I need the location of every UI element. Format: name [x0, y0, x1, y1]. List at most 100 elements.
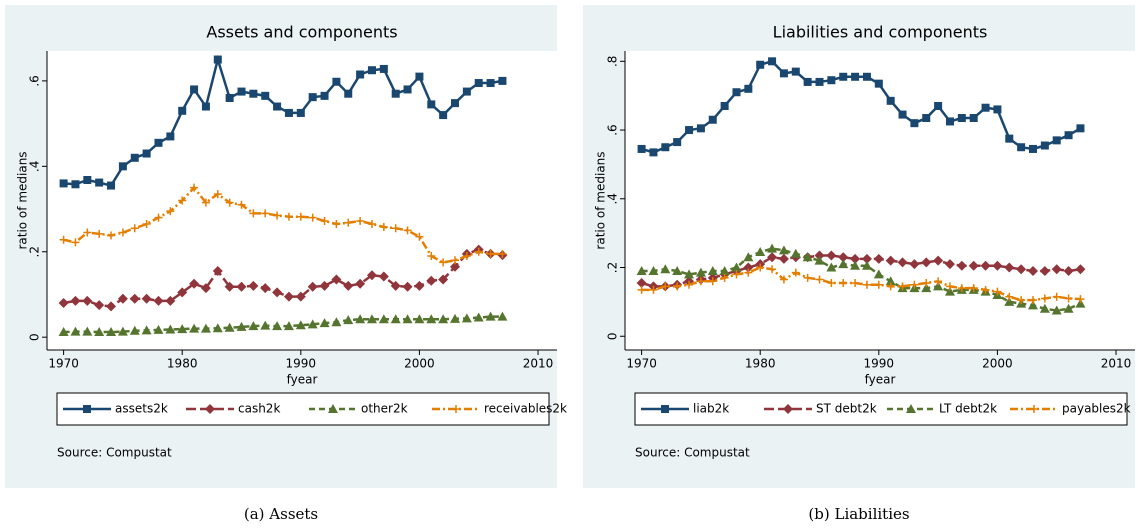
data-point — [957, 114, 966, 123]
data-point — [439, 111, 448, 120]
data-point — [755, 247, 766, 257]
data-point — [827, 76, 836, 85]
data-point — [451, 256, 459, 265]
data-point — [142, 219, 151, 228]
data-point — [485, 311, 496, 321]
data-point — [308, 213, 317, 222]
data-point — [391, 224, 400, 233]
data-point — [826, 262, 837, 272]
legend-marker — [205, 404, 215, 414]
data-point — [922, 278, 931, 287]
data-point — [1028, 300, 1038, 310]
data-point — [497, 311, 508, 321]
data-point — [249, 89, 258, 98]
data-point — [83, 175, 92, 184]
y-tick-label: 0 — [606, 332, 620, 340]
data-point — [474, 79, 483, 88]
data-point — [320, 217, 329, 226]
data-point — [224, 322, 235, 332]
data-point — [249, 209, 258, 218]
data-point — [768, 57, 777, 66]
data-point — [933, 255, 944, 266]
legend-marker — [906, 404, 916, 413]
data-point — [1051, 264, 1062, 275]
data-point — [273, 211, 282, 220]
data-point — [885, 255, 896, 266]
data-point — [861, 253, 872, 264]
data-point — [473, 312, 484, 322]
data-point — [189, 323, 200, 333]
data-point — [426, 275, 437, 286]
data-point — [367, 219, 376, 228]
x-tick-label: 1970 — [48, 357, 79, 371]
data-point — [283, 291, 294, 302]
data-point — [814, 250, 825, 261]
data-point — [934, 101, 943, 110]
data-point — [1052, 292, 1061, 301]
data-point — [260, 283, 271, 294]
data-point — [261, 91, 270, 100]
data-point — [636, 277, 647, 288]
legend-label: cash2k — [238, 402, 280, 416]
y-tick-label: .6 — [606, 124, 620, 135]
data-point — [106, 301, 117, 312]
data-point — [661, 282, 670, 291]
y-tick-label: .2 — [606, 262, 620, 273]
data-point — [129, 325, 140, 335]
data-point — [307, 281, 318, 292]
data-point — [474, 247, 483, 256]
data-point — [83, 228, 92, 237]
data-point — [355, 314, 366, 324]
data-point — [839, 278, 848, 287]
data-point — [874, 280, 883, 289]
data-point — [1076, 295, 1085, 304]
data-point — [212, 265, 223, 276]
data-point — [296, 108, 305, 117]
y-tick-label: .2 — [28, 246, 42, 257]
data-point — [366, 314, 377, 324]
data-point — [850, 253, 861, 264]
data-point — [225, 93, 234, 102]
data-point — [59, 179, 68, 188]
data-point — [295, 291, 306, 302]
data-point — [129, 293, 140, 304]
series-line — [641, 266, 1081, 302]
data-point — [450, 313, 460, 323]
data-point — [95, 178, 104, 187]
data-point — [451, 99, 459, 108]
data-point — [956, 260, 967, 271]
data-point — [165, 324, 176, 334]
data-point — [1075, 264, 1086, 275]
data-point — [1016, 264, 1027, 275]
data-point — [685, 126, 694, 135]
legend-label: LT debt2k — [939, 402, 997, 416]
data-point — [486, 249, 495, 258]
data-point — [415, 72, 424, 81]
data-point — [307, 319, 318, 329]
data-point — [778, 245, 789, 255]
data-point — [933, 281, 944, 291]
data-point — [439, 258, 448, 267]
data-point — [414, 314, 425, 324]
data-point — [403, 85, 412, 94]
data-point — [1040, 294, 1049, 303]
data-point — [862, 72, 871, 81]
data-point — [922, 114, 931, 123]
data-point — [402, 314, 413, 324]
data-point — [237, 87, 246, 96]
data-point — [743, 262, 754, 273]
x-tick-label: 1990 — [864, 357, 895, 371]
data-point — [332, 77, 341, 86]
data-point — [343, 280, 354, 291]
data-point — [969, 284, 978, 293]
y-tick-label: 0 — [28, 333, 42, 341]
data-point — [909, 259, 920, 270]
data-point — [107, 231, 116, 240]
data-point — [332, 219, 341, 228]
data-point — [414, 280, 425, 291]
data-point — [873, 253, 884, 264]
data-point — [827, 278, 836, 287]
y-tick-label: .4 — [606, 193, 620, 204]
data-point — [1029, 144, 1037, 153]
data-point — [1064, 131, 1073, 140]
